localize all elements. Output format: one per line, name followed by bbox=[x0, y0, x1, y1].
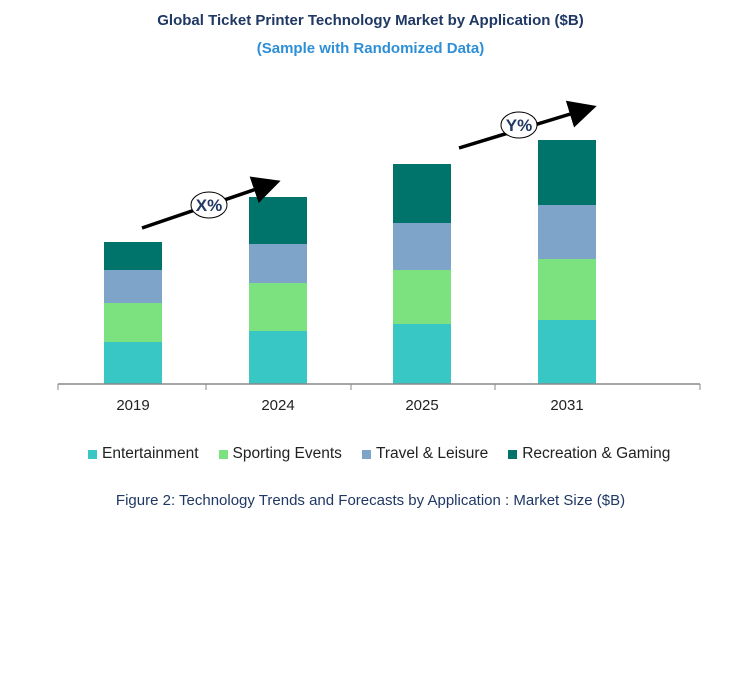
legend-label: Sporting Events bbox=[232, 445, 342, 462]
legend-swatch bbox=[508, 449, 518, 459]
bar-2019-entertainment bbox=[104, 342, 162, 384]
legend-label: Entertainment bbox=[102, 445, 199, 462]
legend-label: Travel & Leisure bbox=[375, 445, 489, 462]
chart-title: Global Ticket Printer Technology Market … bbox=[157, 12, 584, 29]
bar-2025-recreation-gaming bbox=[393, 164, 451, 223]
bar-2024-travel-leisure bbox=[249, 244, 307, 283]
legend-item: Recreation & Gaming bbox=[508, 445, 670, 463]
x-tick-label: 2019 bbox=[116, 397, 149, 414]
bar-2019-recreation-gaming bbox=[104, 242, 162, 270]
figure-caption: Figure 2: Technology Trends and Forecast… bbox=[115, 492, 626, 509]
bar-2025-sporting-events bbox=[393, 270, 451, 324]
legend-swatch bbox=[361, 449, 371, 459]
x-tick-label: 2031 bbox=[550, 397, 583, 414]
growth-rate-label: X% bbox=[196, 196, 222, 215]
legend-swatch bbox=[218, 449, 228, 459]
bar-2024-sporting-events bbox=[249, 283, 307, 331]
bar-2031-sporting-events bbox=[538, 259, 596, 320]
bar-2019-sporting-events bbox=[104, 303, 162, 342]
legend-item: Travel & Leisure bbox=[361, 445, 489, 463]
bar-2031-entertainment bbox=[538, 320, 596, 384]
bar-2024-entertainment bbox=[249, 331, 307, 384]
growth-label-ellipse bbox=[190, 191, 228, 219]
bar-2024-recreation-gaming bbox=[249, 197, 307, 244]
legend-item: Sporting Events bbox=[218, 445, 342, 463]
growth-rate-label: Y% bbox=[506, 116, 532, 135]
legend: Entertainment Sporting Events Travel & Lei… bbox=[88, 445, 670, 463]
legend-label: Recreation & Gaming bbox=[522, 445, 671, 462]
bar-2031-recreation-gaming bbox=[538, 140, 596, 205]
legend-item: Entertainment bbox=[88, 445, 199, 463]
bar-2031-travel-leisure bbox=[538, 205, 596, 259]
x-tick-label: 2024 bbox=[261, 397, 294, 414]
bar-2025-entertainment bbox=[393, 324, 451, 384]
x-tick-label: 2025 bbox=[405, 397, 438, 414]
growth-label-ellipse bbox=[500, 111, 538, 139]
chart-subtitle: (Sample with Randomized Data) bbox=[256, 40, 485, 57]
bar-2019-travel-leisure bbox=[104, 270, 162, 303]
plot-area: 2019 2024 2025 2031 X% Y% bbox=[57, 100, 701, 414]
legend-swatch bbox=[88, 449, 97, 459]
bar-2025-travel-leisure bbox=[393, 223, 451, 270]
